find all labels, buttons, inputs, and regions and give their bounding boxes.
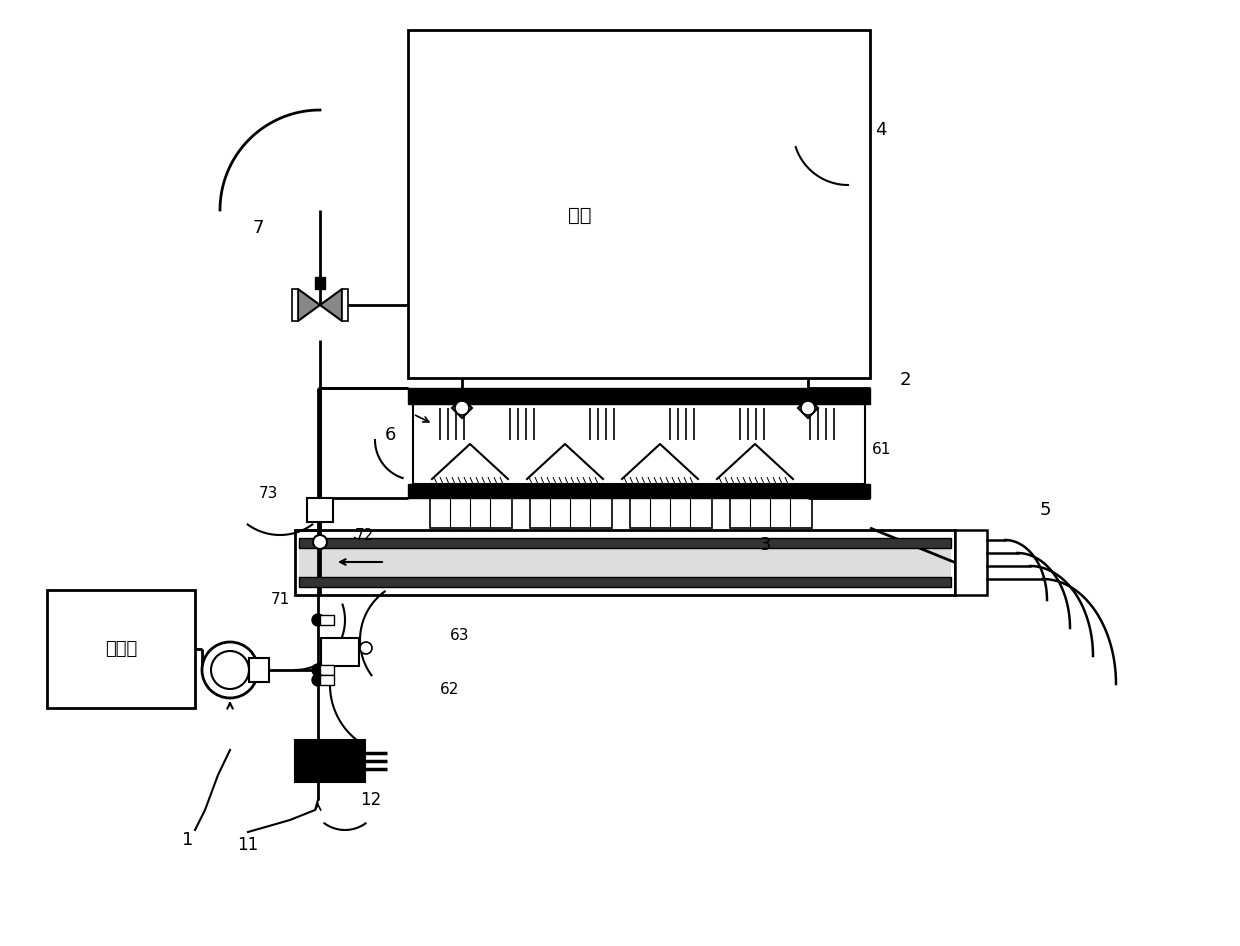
Circle shape xyxy=(211,651,249,689)
Bar xyxy=(408,484,870,498)
Bar xyxy=(321,638,360,666)
Polygon shape xyxy=(320,289,342,321)
Bar xyxy=(249,658,269,682)
Bar xyxy=(529,498,613,528)
Circle shape xyxy=(312,674,324,686)
Bar xyxy=(430,498,512,528)
Text: 4: 4 xyxy=(875,121,887,139)
Bar xyxy=(320,665,334,675)
Text: 5: 5 xyxy=(1040,501,1052,519)
Circle shape xyxy=(312,664,324,676)
Bar xyxy=(47,590,195,708)
Text: 73: 73 xyxy=(259,486,278,501)
Circle shape xyxy=(312,535,327,549)
Circle shape xyxy=(455,401,469,415)
Polygon shape xyxy=(799,398,818,418)
Circle shape xyxy=(360,642,372,654)
Circle shape xyxy=(202,642,258,698)
Bar xyxy=(308,498,334,522)
Bar xyxy=(408,388,870,404)
Bar xyxy=(320,615,334,625)
Text: 63: 63 xyxy=(450,627,470,642)
Polygon shape xyxy=(298,289,320,321)
Text: 12: 12 xyxy=(360,791,381,809)
Bar xyxy=(955,530,987,595)
Circle shape xyxy=(312,614,324,626)
Text: 61: 61 xyxy=(872,443,892,458)
Bar xyxy=(315,277,325,289)
Bar xyxy=(730,498,812,528)
Text: 锅炉: 锅炉 xyxy=(568,205,591,224)
Bar xyxy=(291,289,298,321)
Circle shape xyxy=(801,401,815,415)
Bar xyxy=(295,530,955,595)
Bar xyxy=(413,404,866,484)
Bar xyxy=(299,538,951,548)
Text: 11: 11 xyxy=(237,836,259,854)
Bar xyxy=(320,675,334,685)
Bar xyxy=(299,577,951,587)
Text: 62: 62 xyxy=(440,682,459,697)
Text: 6: 6 xyxy=(384,426,396,444)
Bar xyxy=(299,548,951,577)
Polygon shape xyxy=(453,398,472,418)
Text: 2: 2 xyxy=(900,371,911,389)
Bar xyxy=(342,289,348,321)
Text: 7: 7 xyxy=(252,219,264,237)
Text: 72: 72 xyxy=(355,528,374,542)
Text: 1: 1 xyxy=(182,831,193,849)
Bar xyxy=(408,30,870,378)
Bar xyxy=(295,740,365,782)
Text: 3: 3 xyxy=(760,536,771,554)
Text: 71: 71 xyxy=(270,592,290,607)
Bar xyxy=(630,498,712,528)
Text: 污泥料: 污泥料 xyxy=(105,640,138,658)
